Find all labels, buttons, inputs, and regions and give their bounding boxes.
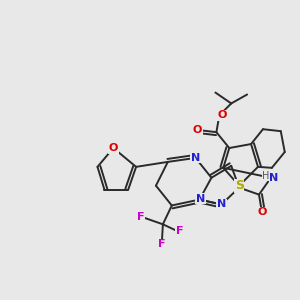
Text: N: N (269, 173, 278, 183)
Text: S: S (235, 179, 244, 192)
Text: O: O (257, 207, 267, 218)
Text: H: H (262, 171, 270, 181)
Text: O: O (193, 125, 202, 135)
Text: O: O (218, 110, 227, 120)
Text: N: N (196, 194, 205, 203)
Text: N: N (191, 153, 200, 163)
Text: F: F (176, 226, 184, 236)
Text: O: O (109, 143, 118, 153)
Text: F: F (158, 239, 166, 249)
Text: N: N (217, 200, 226, 209)
Text: F: F (137, 212, 145, 222)
